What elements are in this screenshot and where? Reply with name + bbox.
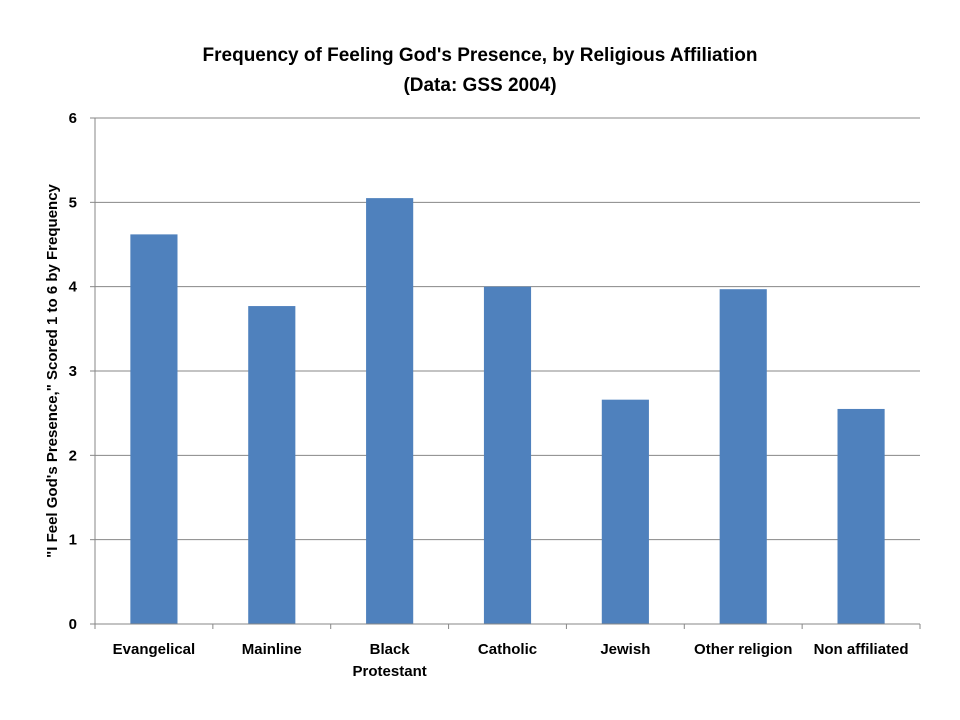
bars xyxy=(130,198,885,624)
x-tick-labels: Evangelical Mainline Black Protestant Cathol… xyxy=(113,641,909,680)
x-tick-label: Non affiliated xyxy=(814,641,909,658)
y-tick-label: 3 xyxy=(69,363,77,380)
x-tick-label: Evangelical xyxy=(113,641,196,658)
chart-subtitle: (Data: GSS 2004) xyxy=(403,75,556,96)
x-tick-label: Mainline xyxy=(242,641,302,658)
bar xyxy=(248,306,296,624)
bar xyxy=(601,399,649,624)
chart-title: Frequency of Feeling God's Presence, by … xyxy=(203,45,758,66)
y-tick-label: 2 xyxy=(69,447,77,464)
bar xyxy=(837,408,885,624)
y-tick-label: 1 xyxy=(69,532,77,549)
y-tick-labels: 0 1 2 3 4 5 6 xyxy=(69,110,78,633)
y-tick-label: 4 xyxy=(69,279,78,296)
x-tick-label: Catholic xyxy=(478,641,537,658)
x-tick-label: Black Protestant xyxy=(353,641,427,680)
bar xyxy=(719,289,767,624)
x-tick-label: Other religion xyxy=(694,641,792,658)
y-axis-label: "I Feel God's Presence," Scored 1 to 6 b… xyxy=(44,183,61,557)
bar xyxy=(130,234,178,624)
y-tick-label: 5 xyxy=(69,194,77,211)
bar xyxy=(483,286,532,624)
y-tick-label: 0 xyxy=(69,616,77,633)
x-tick-label: Jewish xyxy=(600,641,650,658)
axes xyxy=(90,117,921,629)
y-tick-label: 6 xyxy=(69,110,77,127)
bar xyxy=(366,198,414,624)
